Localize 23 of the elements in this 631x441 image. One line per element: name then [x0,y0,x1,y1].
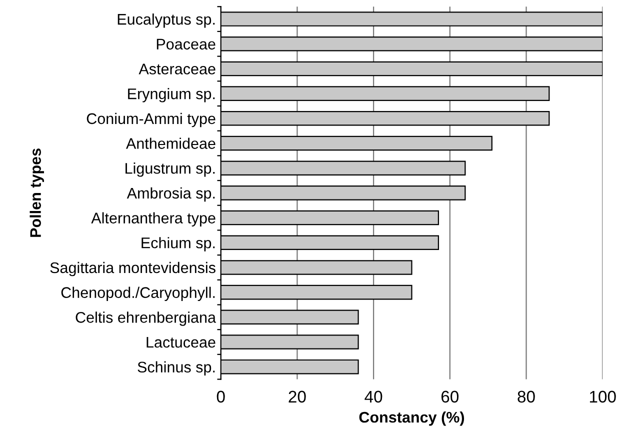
y-tick-label: Schinus sp. [138,361,215,376]
x-tick-label: 40 [364,390,382,403]
y-tick-label: Sagittaria montevidensis [50,262,216,276]
y-tick-label: Alternanthera type [91,212,216,226]
y-tick-label: Ambrosia sp. [126,187,215,202]
y-tick-label: Eryngium sp. [128,88,215,102]
y-tick-label: Ligustrum sp. [126,162,215,177]
y-tick-label: Asteraceae [138,64,216,74]
y-tick-label: Lactuceae [146,337,216,348]
x-axis-title: Constancy (%) [359,411,464,426]
y-tick-label: Celtis ehrenbergiana [76,312,216,326]
x-tick-label: 100 [590,390,616,403]
x-tick-label: 20 [288,390,306,403]
y-tick-label: Echium sp. [142,237,215,252]
y-tick-label: Chenopod./Caryophyll. [61,286,215,302]
x-tick-label: 0 [216,390,225,403]
y-tick-label: Eucalyptus sp. [118,14,215,28]
y-axis-title: Pollen types [30,148,44,237]
y-tick-label: Anthemideae [126,138,216,149]
y-tick-label: Conium-Ammi type [86,112,216,128]
x-tick-label: 60 [441,390,459,403]
x-tick-label: 80 [518,390,535,403]
y-tick-label: Poaceae [156,38,216,50]
